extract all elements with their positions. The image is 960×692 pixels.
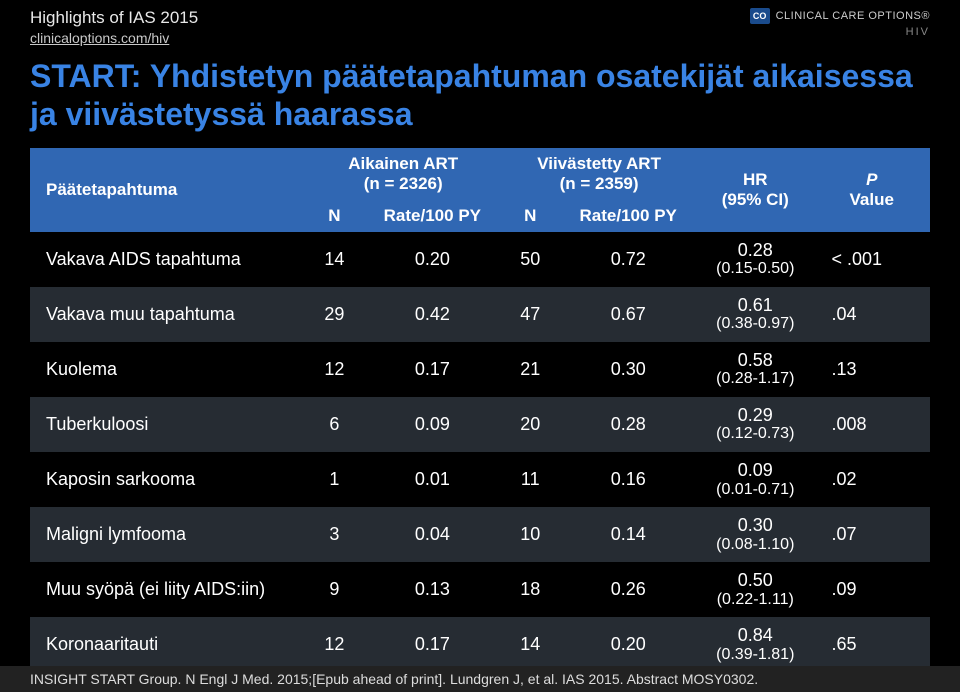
table-row: Koronaaritauti120.17140.200.84(0.39-1.81… — [30, 617, 930, 672]
col-group-early: Aikainen ART (n = 2326) — [305, 148, 501, 200]
table-head: Päätetapahtuma Aikainen ART (n = 2326) V… — [30, 148, 930, 232]
cell-n2: 10 — [501, 507, 559, 562]
cell-rate1: 0.04 — [364, 507, 502, 562]
cell-pvalue: .07 — [814, 507, 931, 562]
data-table: Päätetapahtuma Aikainen ART (n = 2326) V… — [30, 148, 930, 673]
slide-footer-citation: INSIGHT START Group. N Engl J Med. 2015;… — [0, 666, 960, 692]
cell-rate2: 0.67 — [559, 287, 697, 342]
cell-rate2: 0.28 — [559, 397, 697, 452]
cell-n1: 29 — [305, 287, 363, 342]
cell-rate1: 0.01 — [364, 452, 502, 507]
header-left: Highlights of IAS 2015 clinicaloptions.c… — [30, 8, 198, 46]
cell-rate2: 0.16 — [559, 452, 697, 507]
cell-n1: 14 — [305, 232, 363, 287]
hr-ci-label: (95% CI) — [722, 190, 789, 209]
cell-pvalue: .13 — [814, 342, 931, 397]
cell-rate1: 0.17 — [364, 617, 502, 672]
cell-endpoint: Maligni lymfooma — [30, 507, 305, 562]
cell-rate2: 0.26 — [559, 562, 697, 617]
col-n2: N — [501, 200, 559, 232]
logo-row: CO CLINICAL CARE OPTIONS® — [750, 8, 930, 24]
table-row: Vakava muu tapahtuma290.42470.670.61(0.3… — [30, 287, 930, 342]
cell-pvalue: .65 — [814, 617, 931, 672]
cell-rate2: 0.20 — [559, 617, 697, 672]
cell-hr: 0.29(0.12-0.73) — [697, 397, 813, 452]
cell-n2: 11 — [501, 452, 559, 507]
cell-endpoint: Vakava AIDS tapahtuma — [30, 232, 305, 287]
cell-endpoint: Muu syöpä (ei liity AIDS:iin) — [30, 562, 305, 617]
group1-label: Aikainen ART — [348, 154, 458, 173]
cell-hr: 0.84(0.39-1.81) — [697, 617, 813, 672]
header-title: Highlights of IAS 2015 — [30, 8, 198, 28]
group1-n: (n = 2326) — [364, 174, 443, 193]
col-rate1: Rate/100 PY — [364, 200, 502, 232]
cell-pvalue: < .001 — [814, 232, 931, 287]
cell-endpoint: Vakava muu tapahtuma — [30, 287, 305, 342]
cell-n2: 14 — [501, 617, 559, 672]
cell-n1: 3 — [305, 507, 363, 562]
cell-n1: 12 — [305, 617, 363, 672]
pvalue-p: P — [866, 170, 877, 189]
cell-n1: 9 — [305, 562, 363, 617]
cell-pvalue: .02 — [814, 452, 931, 507]
table-row: Tuberkuloosi60.09200.280.29(0.12-0.73).0… — [30, 397, 930, 452]
hr-label: HR — [743, 170, 768, 189]
table-row: Vakava AIDS tapahtuma140.20500.720.28(0.… — [30, 232, 930, 287]
cell-n2: 50 — [501, 232, 559, 287]
cell-n2: 18 — [501, 562, 559, 617]
table-row: Kuolema120.17210.300.58(0.28-1.17).13 — [30, 342, 930, 397]
col-pvalue: P Value — [814, 148, 931, 232]
data-table-wrap: Päätetapahtuma Aikainen ART (n = 2326) V… — [0, 148, 960, 673]
cell-endpoint: Kuolema — [30, 342, 305, 397]
table-body: Vakava AIDS tapahtuma140.20500.720.28(0.… — [30, 232, 930, 673]
cell-endpoint: Kaposin sarkooma — [30, 452, 305, 507]
cell-n1: 6 — [305, 397, 363, 452]
cell-pvalue: .04 — [814, 287, 931, 342]
table-row: Maligni lymfooma30.04100.140.30(0.08-1.1… — [30, 507, 930, 562]
pvalue-v: Value — [850, 190, 894, 209]
cell-hr: 0.50(0.22-1.11) — [697, 562, 813, 617]
cell-rate1: 0.17 — [364, 342, 502, 397]
col-n1: N — [305, 200, 363, 232]
col-endpoint: Päätetapahtuma — [30, 148, 305, 232]
group2-label: Viivästetty ART — [537, 154, 661, 173]
col-rate2: Rate/100 PY — [559, 200, 697, 232]
cell-n2: 20 — [501, 397, 559, 452]
col-group-delayed: Viivästetty ART (n = 2359) — [501, 148, 697, 200]
cell-endpoint: Tuberkuloosi — [30, 397, 305, 452]
cell-hr: 0.09(0.01-0.71) — [697, 452, 813, 507]
cell-n1: 1 — [305, 452, 363, 507]
logo-hiv-text: HIV — [906, 26, 930, 38]
slide-title: START: Yhdistetyn päätetapahtuman osatek… — [0, 50, 960, 148]
cell-hr: 0.30(0.08-1.10) — [697, 507, 813, 562]
cell-rate2: 0.72 — [559, 232, 697, 287]
table-row: Kaposin sarkooma10.01110.160.09(0.01-0.7… — [30, 452, 930, 507]
cell-rate1: 0.09 — [364, 397, 502, 452]
cell-rate1: 0.42 — [364, 287, 502, 342]
cell-pvalue: .09 — [814, 562, 931, 617]
cell-endpoint: Koronaaritauti — [30, 617, 305, 672]
cell-n2: 21 — [501, 342, 559, 397]
cell-pvalue: .008 — [814, 397, 931, 452]
col-hr: HR (95% CI) — [697, 148, 813, 232]
cell-n1: 12 — [305, 342, 363, 397]
group2-n: (n = 2359) — [560, 174, 639, 193]
cell-n2: 47 — [501, 287, 559, 342]
header-right: CO CLINICAL CARE OPTIONS® HIV — [750, 8, 930, 38]
header-subtitle-link[interactable]: clinicaloptions.com/hiv — [30, 30, 198, 46]
slide-header: Highlights of IAS 2015 clinicaloptions.c… — [0, 0, 960, 50]
logo-text: CLINICAL CARE OPTIONS® — [776, 10, 930, 22]
cell-hr: 0.28(0.15-0.50) — [697, 232, 813, 287]
cell-hr: 0.58(0.28-1.17) — [697, 342, 813, 397]
cell-rate2: 0.30 — [559, 342, 697, 397]
cell-rate2: 0.14 — [559, 507, 697, 562]
cell-rate1: 0.20 — [364, 232, 502, 287]
cell-hr: 0.61(0.38-0.97) — [697, 287, 813, 342]
table-row: Muu syöpä (ei liity AIDS:iin)90.13180.26… — [30, 562, 930, 617]
logo-badge-icon: CO — [750, 8, 770, 24]
cell-rate1: 0.13 — [364, 562, 502, 617]
